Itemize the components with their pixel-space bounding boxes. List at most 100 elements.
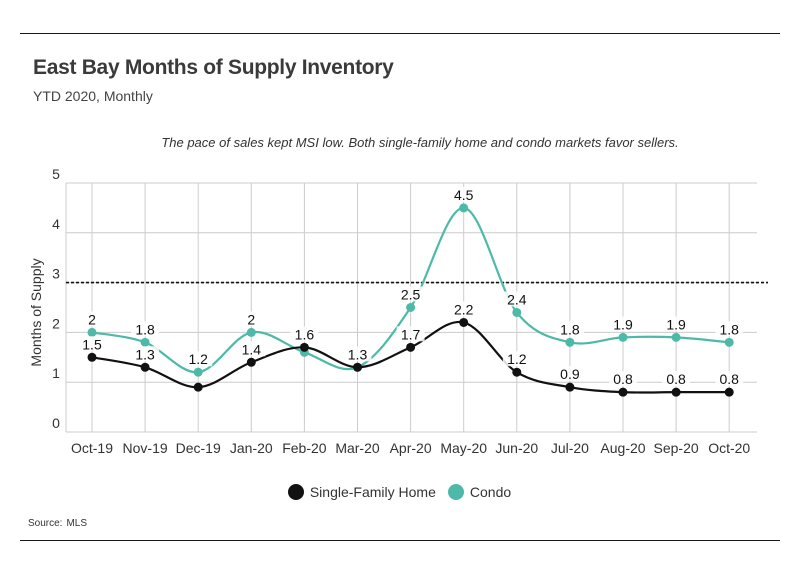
data-label-bg [131, 321, 160, 337]
data-label-condo: 2.4 [507, 291, 527, 307]
data-label-single-family-home: 1.5 [82, 336, 102, 352]
y-tick-label: 5 [52, 166, 60, 182]
data-label-bg [502, 351, 531, 367]
data-label-condo: 1.8 [719, 321, 739, 337]
data-label-single-family-home: 2.2 [454, 301, 474, 317]
data-label-single-family-home: 0.8 [613, 371, 633, 387]
data-label-single-family-home: 0.9 [560, 366, 580, 382]
data-point-single-family-home[interactable] [299, 342, 309, 352]
data-label-condo: 2.5 [401, 287, 421, 303]
legend-item-condo[interactable]: Condo [447, 484, 512, 500]
data-label-bg [290, 326, 319, 342]
data-label-single-family-home: 0.8 [719, 371, 739, 387]
data-label-bg [662, 316, 691, 332]
source-label: Source: [28, 518, 63, 529]
data-label-bg [715, 321, 744, 337]
legend-label-condo: Condo [469, 484, 512, 500]
data-point-condo[interactable] [618, 332, 628, 342]
x-tick-label: Sep-20 [654, 440, 699, 456]
x-tick-label: Oct-19 [71, 440, 113, 456]
data-label-single-family-home: 1.4 [242, 341, 262, 357]
data-label-bg [662, 371, 691, 387]
data-label-condo: 1.8 [135, 321, 155, 337]
data-label-bg [396, 286, 425, 302]
data-label-bg [449, 301, 478, 317]
data-label-bg [245, 311, 258, 327]
top-rule [20, 33, 780, 34]
y-axis-title: Months of Supply [28, 258, 44, 366]
data-label-bg [502, 291, 531, 307]
source-value: MLS [66, 518, 88, 529]
chart-annotation: The pace of sales kept MSI low. Both sin… [161, 135, 679, 150]
data-label-bg [555, 321, 584, 337]
x-tick-label: Feb-20 [282, 440, 327, 456]
data-point-single-family-home[interactable] [671, 387, 681, 397]
x-tick-label: Mar-20 [335, 440, 380, 456]
data-label-condo: 2 [88, 311, 96, 327]
data-label-bg [184, 351, 213, 367]
chart-title: East Bay Months of Supply Inventory [33, 56, 394, 79]
data-label-single-family-home: 1.7 [401, 326, 421, 342]
data-point-condo[interactable] [140, 337, 150, 347]
data-label-condo: 4.5 [454, 187, 474, 203]
grid [65, 182, 757, 433]
y-tick-label: 1 [52, 365, 60, 381]
data-label-bg [609, 371, 637, 387]
y-tick-label: 0 [52, 415, 60, 431]
data-point-single-family-home[interactable] [140, 362, 150, 372]
x-tick-label: Aug-20 [600, 440, 645, 456]
data-point-condo[interactable] [512, 307, 522, 317]
data-point-single-family-home[interactable] [565, 382, 575, 392]
data-point-condo[interactable] [565, 337, 575, 347]
legend-swatch-single-family [287, 484, 304, 500]
data-point-single-family-home[interactable] [459, 317, 469, 327]
legend-item-single-family[interactable]: Single-Family Home [287, 484, 436, 500]
data-label-condo: 1.8 [560, 321, 580, 337]
data-point-single-family-home[interactable] [193, 382, 203, 392]
source-note: Source: MLS [28, 518, 91, 529]
data-label-bg [86, 311, 98, 327]
data-label-bg [715, 371, 744, 387]
x-tick-label: Jan-20 [230, 440, 273, 456]
data-label-bg [396, 326, 425, 342]
data-label-bg [609, 316, 637, 332]
data-label-bg [131, 346, 160, 362]
data-label-condo: 2 [247, 311, 255, 327]
data-point-condo[interactable] [87, 327, 97, 337]
x-tick-label: Dec-19 [176, 440, 221, 456]
data-label-condo: 1.9 [666, 316, 686, 332]
data-point-single-family-home[interactable] [246, 357, 256, 367]
x-tick-label: Oct-20 [708, 440, 750, 456]
data-label-single-family-home: 1.6 [295, 326, 315, 342]
data-label-single-family-home: 1.3 [348, 346, 368, 362]
x-tick-label: Jul-20 [551, 440, 589, 456]
axes: 0 1 2 3 4 5 Oct-19 Nov-19 Dec-19 Jan-20 Feb-20 Mar-… [28, 166, 750, 456]
data-point-single-family-home[interactable] [406, 342, 416, 352]
data-point-condo[interactable] [193, 367, 203, 377]
x-tick-label: Jun-20 [495, 440, 538, 456]
legend: Single-Family Home Condo [0, 484, 799, 500]
data-label-bg [78, 336, 106, 352]
data-point-single-family-home[interactable] [724, 387, 734, 397]
data-label-single-family-home: 0.8 [666, 371, 686, 387]
data-point-single-family-home[interactable] [353, 362, 362, 372]
data-point-single-family-home[interactable] [618, 387, 628, 397]
data-point-single-family-home[interactable] [512, 367, 522, 377]
legend-label-single-family: Single-Family Home [309, 484, 436, 500]
data-point-single-family-home[interactable] [87, 352, 97, 362]
data-point-condo[interactable] [724, 337, 734, 347]
data-label-condo: 1.9 [613, 316, 633, 332]
data-label-bg [449, 186, 478, 202]
data-point-condo[interactable] [406, 303, 416, 312]
data-point-condo[interactable] [246, 327, 256, 337]
data-point-condo[interactable] [459, 203, 469, 213]
x-tick-label: May-20 [440, 440, 487, 456]
chart-subtitle: YTD 2020, Monthly [33, 88, 153, 104]
legend-swatch-condo [447, 484, 464, 500]
data-point-condo[interactable] [671, 332, 681, 342]
y-tick-label: 4 [52, 216, 60, 232]
data-label-single-family-home: 1.3 [135, 346, 155, 362]
data-labels: 1.5 1.3 1.4 1.6 1.3 1.7 2.2 1.2 0.9 0.8 0.8 0.8 2 1.8… [78, 186, 744, 387]
data-label-bg [555, 366, 584, 382]
